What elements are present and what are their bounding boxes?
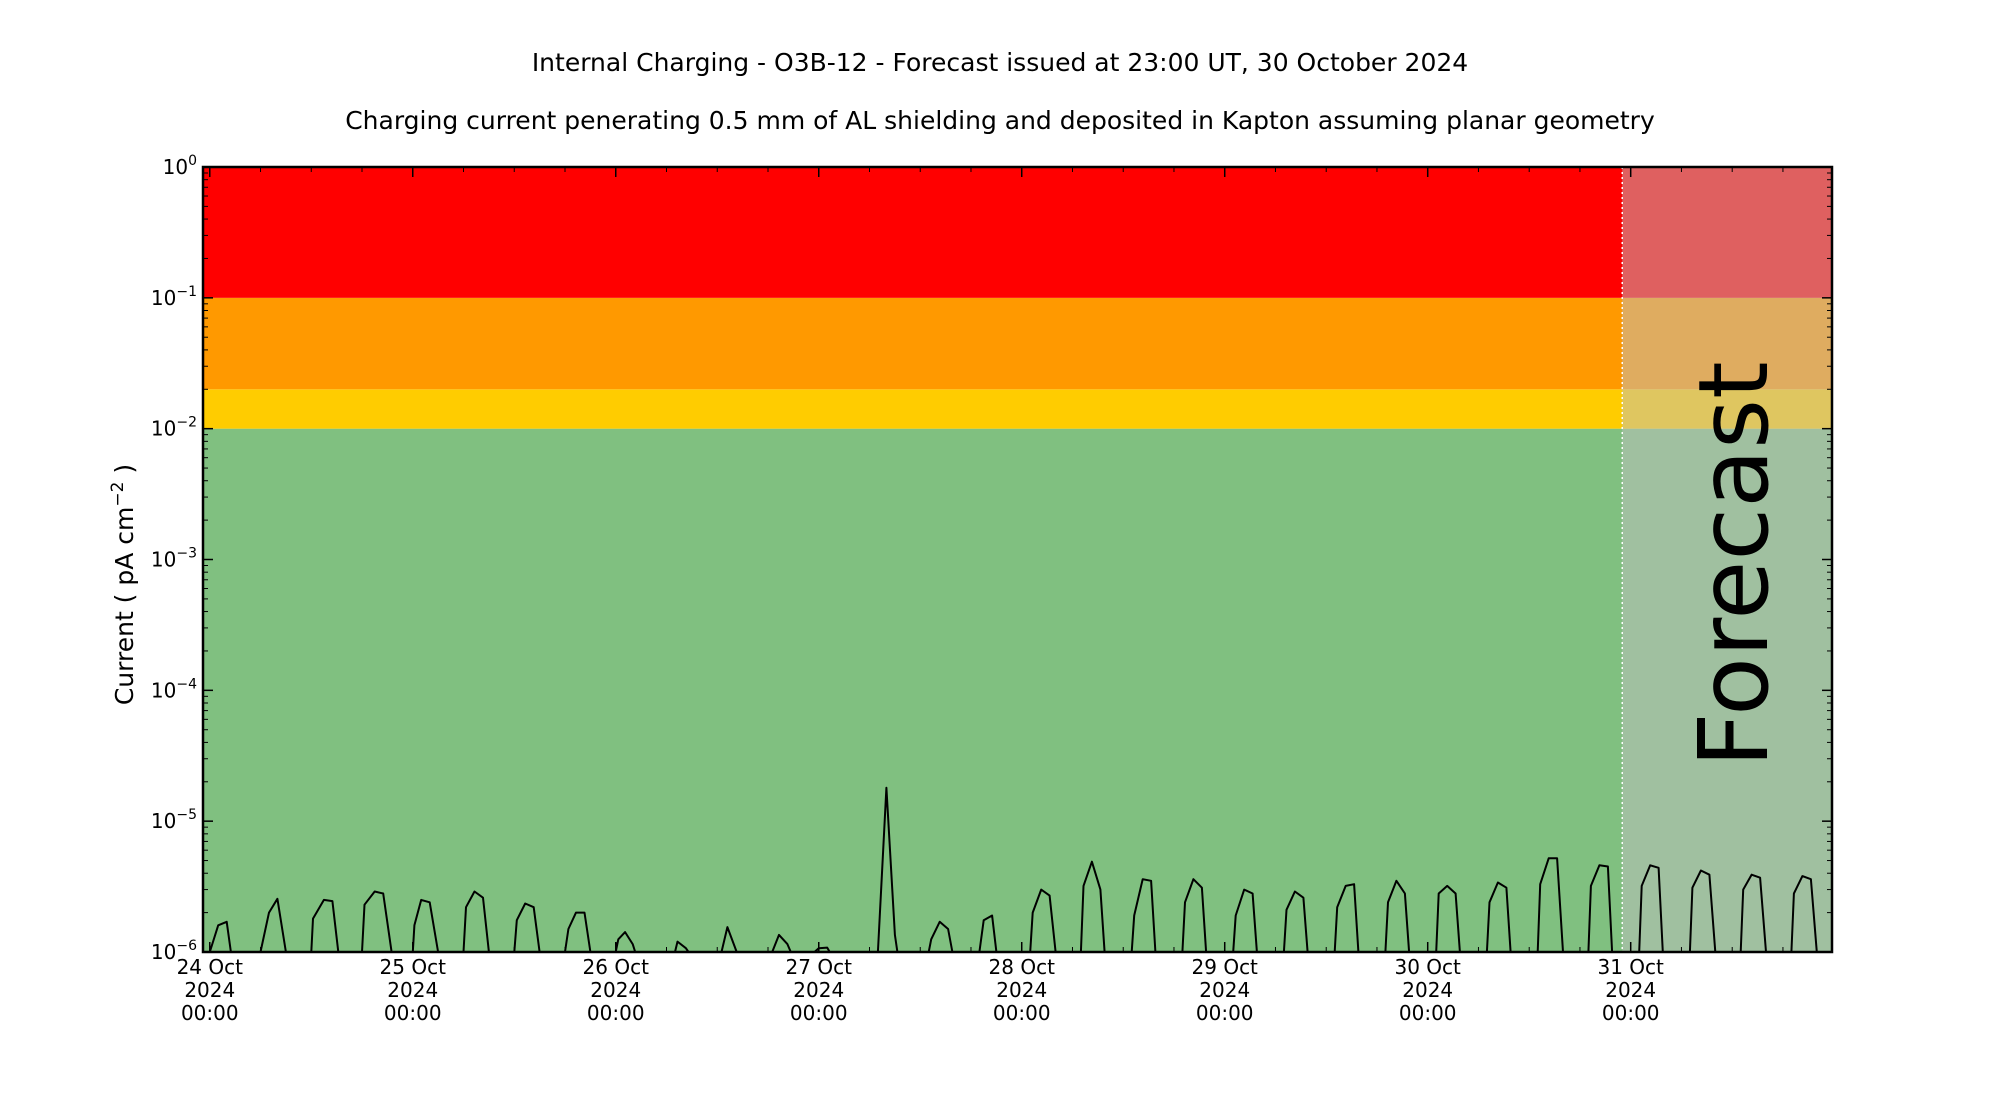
y-tick-label: 10−5	[151, 807, 197, 833]
x-tick-label: 27 Oct	[786, 955, 853, 979]
risk-band-moderate	[203, 389, 1832, 429]
x-tick-label: 2024	[793, 978, 844, 1002]
y-tick-label: 10−2	[151, 415, 197, 441]
x-tick-label: 2024	[387, 978, 438, 1002]
y-tick-label: 100	[163, 153, 197, 179]
x-tick-label: 30 Oct	[1395, 955, 1462, 979]
x-tick-label: 00:00	[384, 1001, 442, 1025]
y-tick-label: 10−1	[151, 284, 197, 310]
y-axis-label: Current ( pA cm−2 )	[108, 464, 139, 705]
x-tick-label: 00:00	[790, 1001, 848, 1025]
x-tick-label: 00:00	[587, 1001, 645, 1025]
x-tick-label: 00:00	[1196, 1001, 1254, 1025]
forecast-region	[1622, 167, 1832, 952]
chart-subtitle: Charging current penerating 0.5 mm of AL…	[345, 106, 1655, 135]
x-tick-label: 24 Oct	[177, 955, 244, 979]
y-tick-label: 10−6	[151, 938, 197, 964]
x-tick-label: 31 Oct	[1598, 955, 1665, 979]
y-tick-label: 10−3	[151, 546, 197, 572]
x-tick-label: 28 Oct	[989, 955, 1056, 979]
risk-band-low	[203, 428, 1832, 953]
x-tick-label: 2024	[590, 978, 641, 1002]
x-tick-label: 29 Oct	[1192, 955, 1259, 979]
x-tick-label: 26 Oct	[583, 955, 650, 979]
y-tick-label: 10−4	[151, 676, 197, 702]
x-tick-label: 00:00	[1399, 1001, 1457, 1025]
x-tick-label: 25 Oct	[380, 955, 447, 979]
risk-band-high	[203, 297, 1832, 390]
x-tick-label: 2024	[1402, 978, 1453, 1002]
x-tick-label: 2024	[184, 978, 235, 1002]
x-tick-label: 00:00	[1602, 1001, 1660, 1025]
x-tick-label: 2024	[1199, 978, 1250, 1002]
x-tick-label: 00:00	[993, 1001, 1051, 1025]
risk-band-very-high	[203, 167, 1832, 298]
x-tick-label: 00:00	[181, 1001, 239, 1025]
x-tick-label: 2024	[996, 978, 1047, 1002]
x-tick-label: 2024	[1605, 978, 1656, 1002]
chart-title: Internal Charging - O3B-12 - Forecast is…	[531, 48, 1469, 77]
forecast-label: Forecast	[1678, 361, 1790, 767]
